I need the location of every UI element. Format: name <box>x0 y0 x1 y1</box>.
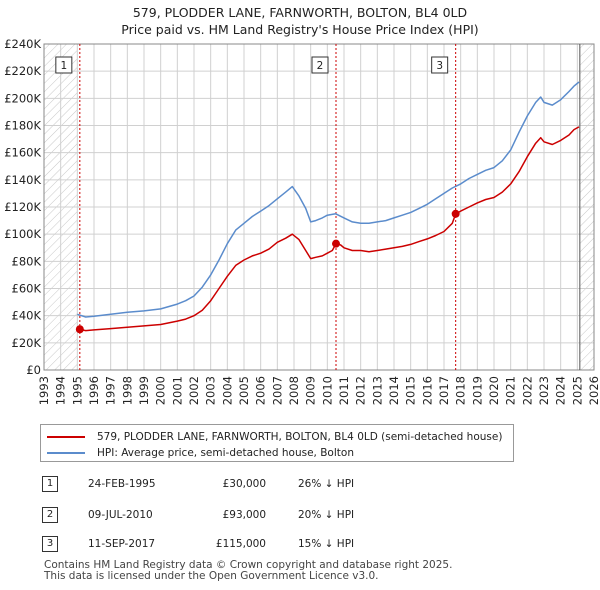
y-tick-label: £220K <box>4 64 41 78</box>
sale-price: £93,000 <box>222 509 266 521</box>
x-tick-label: 2017 <box>437 376 451 405</box>
x-tick-label: 1994 <box>54 376 68 405</box>
sale-row: 3 11-SEP-2017 £115,000 15% ↓ HPI <box>0 536 600 556</box>
x-tick-label: 2015 <box>404 376 418 405</box>
x-tick-label: 2007 <box>270 376 284 405</box>
sale-row: 1 24-FEB-1995 £30,000 26% ↓ HPI <box>0 476 600 496</box>
x-tick-label: 2022 <box>520 376 534 405</box>
y-tick-label: £40K <box>12 309 42 323</box>
x-tick-label: 2016 <box>420 376 434 405</box>
x-tick-label: 2003 <box>204 376 218 405</box>
x-tick-label: 2012 <box>354 376 368 405</box>
x-tick-label: 2024 <box>554 376 568 405</box>
legend-swatch-hpi <box>47 452 85 454</box>
hpi-line <box>77 81 580 318</box>
series <box>77 81 580 332</box>
x-tick-label: 2025 <box>570 376 584 405</box>
sale-row: 2 09-JUL-2010 £93,000 20% ↓ HPI <box>0 507 600 527</box>
price-chart: £0 £20K £40K £60K £80K £100K £120K £140K £160K £1… <box>4 37 600 405</box>
x-tick-label: 2006 <box>254 376 268 405</box>
sale-date: 24-FEB-1995 <box>88 478 156 490</box>
sale-label-box <box>431 56 449 74</box>
x-tick-label: 2000 <box>154 376 168 405</box>
x-tick-label: 1999 <box>137 376 151 405</box>
y-tick-label: £140K <box>4 173 41 187</box>
axes: £0 £20K £40K £60K £80K £100K £120K £140K £160K £1… <box>4 37 600 405</box>
y-tick-label: £20K <box>12 336 42 350</box>
sale-label-box <box>311 56 329 74</box>
legend-swatch-property <box>47 436 85 438</box>
x-tick-label: 2008 <box>287 376 301 405</box>
sale-label-text: 2 <box>317 60 324 72</box>
grid <box>43 43 595 371</box>
y-tick-label: £180K <box>4 119 41 133</box>
sale-point <box>332 239 340 248</box>
x-tick-label: 2005 <box>237 376 251 405</box>
legend-item-hpi: HPI: Average price, semi-detached house,… <box>47 445 354 461</box>
sale-point <box>451 209 460 218</box>
sale-label-text: 3 <box>436 60 443 72</box>
sale-markers: 1 2 3 <box>55 56 460 334</box>
y-tick-label: £120K <box>4 200 41 214</box>
sale-hpi-diff: 20% ↓ HPI <box>298 509 355 521</box>
y-tick-label: £200K <box>4 91 41 105</box>
sale-number-badge: 3 <box>42 536 58 552</box>
x-tick-label: 2004 <box>220 376 234 405</box>
x-tick-label: 2009 <box>304 376 318 405</box>
chart-title: 579, PLODDER LANE, FARNWORTH, BOLTON, BL… <box>0 4 600 38</box>
legend-label-hpi: HPI: Average price, semi-detached house,… <box>97 447 354 459</box>
property-price-line <box>79 126 580 332</box>
x-tick-label: 1996 <box>87 376 101 405</box>
x-tick-label: 2011 <box>337 376 351 405</box>
sale-hpi-diff: 15% ↓ HPI <box>298 538 355 550</box>
y-tick-label: £160K <box>4 146 41 160</box>
legend-item-property: 579, PLODDER LANE, FARNWORTH, BOLTON, BL… <box>47 429 502 445</box>
x-tick-label: 2020 <box>487 376 501 405</box>
x-tick-label: 2023 <box>537 376 551 405</box>
x-tick-label: 2014 <box>387 376 401 405</box>
sale-vertical-lines <box>79 44 581 370</box>
sale-price: £115,000 <box>215 538 266 550</box>
x-tick-label: 1997 <box>104 376 118 405</box>
sale-label-text: 1 <box>60 60 67 72</box>
y-tick-label: £240K <box>4 37 41 51</box>
footer-copyright: Contains HM Land Registry data © Crown c… <box>44 559 453 571</box>
y-tick-label: £60K <box>12 282 42 296</box>
y-tick-label: £0 <box>26 363 41 377</box>
legend-label-property: 579, PLODDER LANE, FARNWORTH, BOLTON, BL… <box>97 431 503 443</box>
y-tick-label: £100K <box>4 227 41 241</box>
sale-number-badge: 2 <box>42 507 58 523</box>
chart-title-line: 579, PLODDER LANE, FARNWORTH, BOLTON, BL… <box>132 5 468 20</box>
x-tick-label: 2013 <box>370 376 384 405</box>
footer: Contains HM Land Registry data © Crown c… <box>44 560 452 582</box>
sale-date: 09-JUL-2010 <box>88 509 153 521</box>
x-tick-label: 2021 <box>504 376 518 405</box>
x-tick-label: 2019 <box>470 376 484 405</box>
footer-licence: This data is licensed under the Open Gov… <box>44 570 379 582</box>
sale-hpi-diff: 26% ↓ HPI <box>298 478 355 490</box>
sale-number-badge: 1 <box>42 476 58 492</box>
sale-date: 11-SEP-2017 <box>88 538 156 550</box>
plot-border <box>43 43 595 371</box>
x-tick-label: 2010 <box>320 376 334 405</box>
x-tick-label: 2026 <box>587 376 600 405</box>
x-tick-label: 2002 <box>187 376 201 405</box>
x-tick-label: 2018 <box>454 376 468 405</box>
x-tick-label: 1993 <box>37 376 51 405</box>
x-tick-label: 2001 <box>170 376 184 405</box>
chart-subtitle-line: Price paid vs. HM Land Registry's House … <box>121 22 479 37</box>
x-tick-label: 1998 <box>120 376 134 405</box>
legend: 579, PLODDER LANE, FARNWORTH, BOLTON, BL… <box>40 424 514 462</box>
y-tick-label: £80K <box>12 254 42 268</box>
sale-price: £30,000 <box>222 478 266 490</box>
x-tick-label: 1995 <box>70 376 84 405</box>
sale-point <box>75 325 84 334</box>
sale-label-box <box>55 56 73 74</box>
